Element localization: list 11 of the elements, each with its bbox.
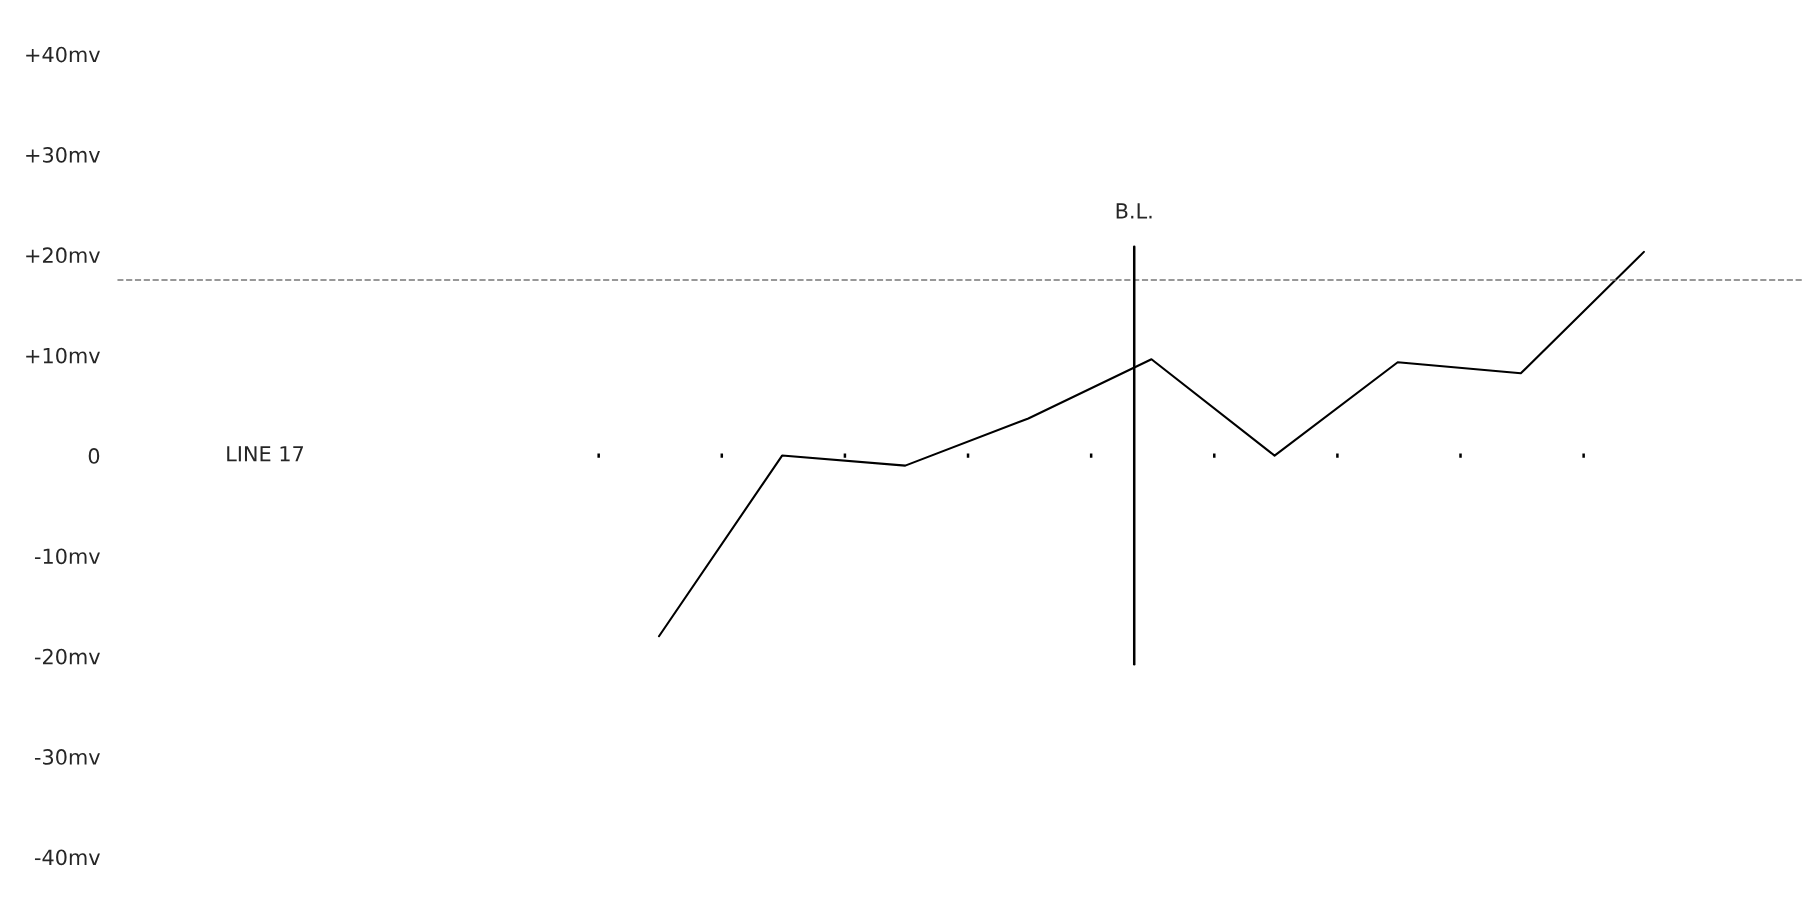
y-tick-label: +30mv xyxy=(26,146,100,163)
y-tick-label: -40mv xyxy=(34,849,100,866)
y-tick-label: 0 xyxy=(88,448,100,464)
y-tick-label: +20mv xyxy=(26,247,100,264)
y-tick-label: +40mv xyxy=(26,46,100,63)
text: LINE 17 xyxy=(227,446,304,462)
y-tick-label: -20mv xyxy=(34,648,100,665)
annotation: B.L. xyxy=(1116,203,1152,219)
y-tick-label: +10mv xyxy=(26,347,100,364)
y-tick-label: -30mv xyxy=(34,749,100,765)
y-tick-label: -10mv xyxy=(34,548,100,565)
